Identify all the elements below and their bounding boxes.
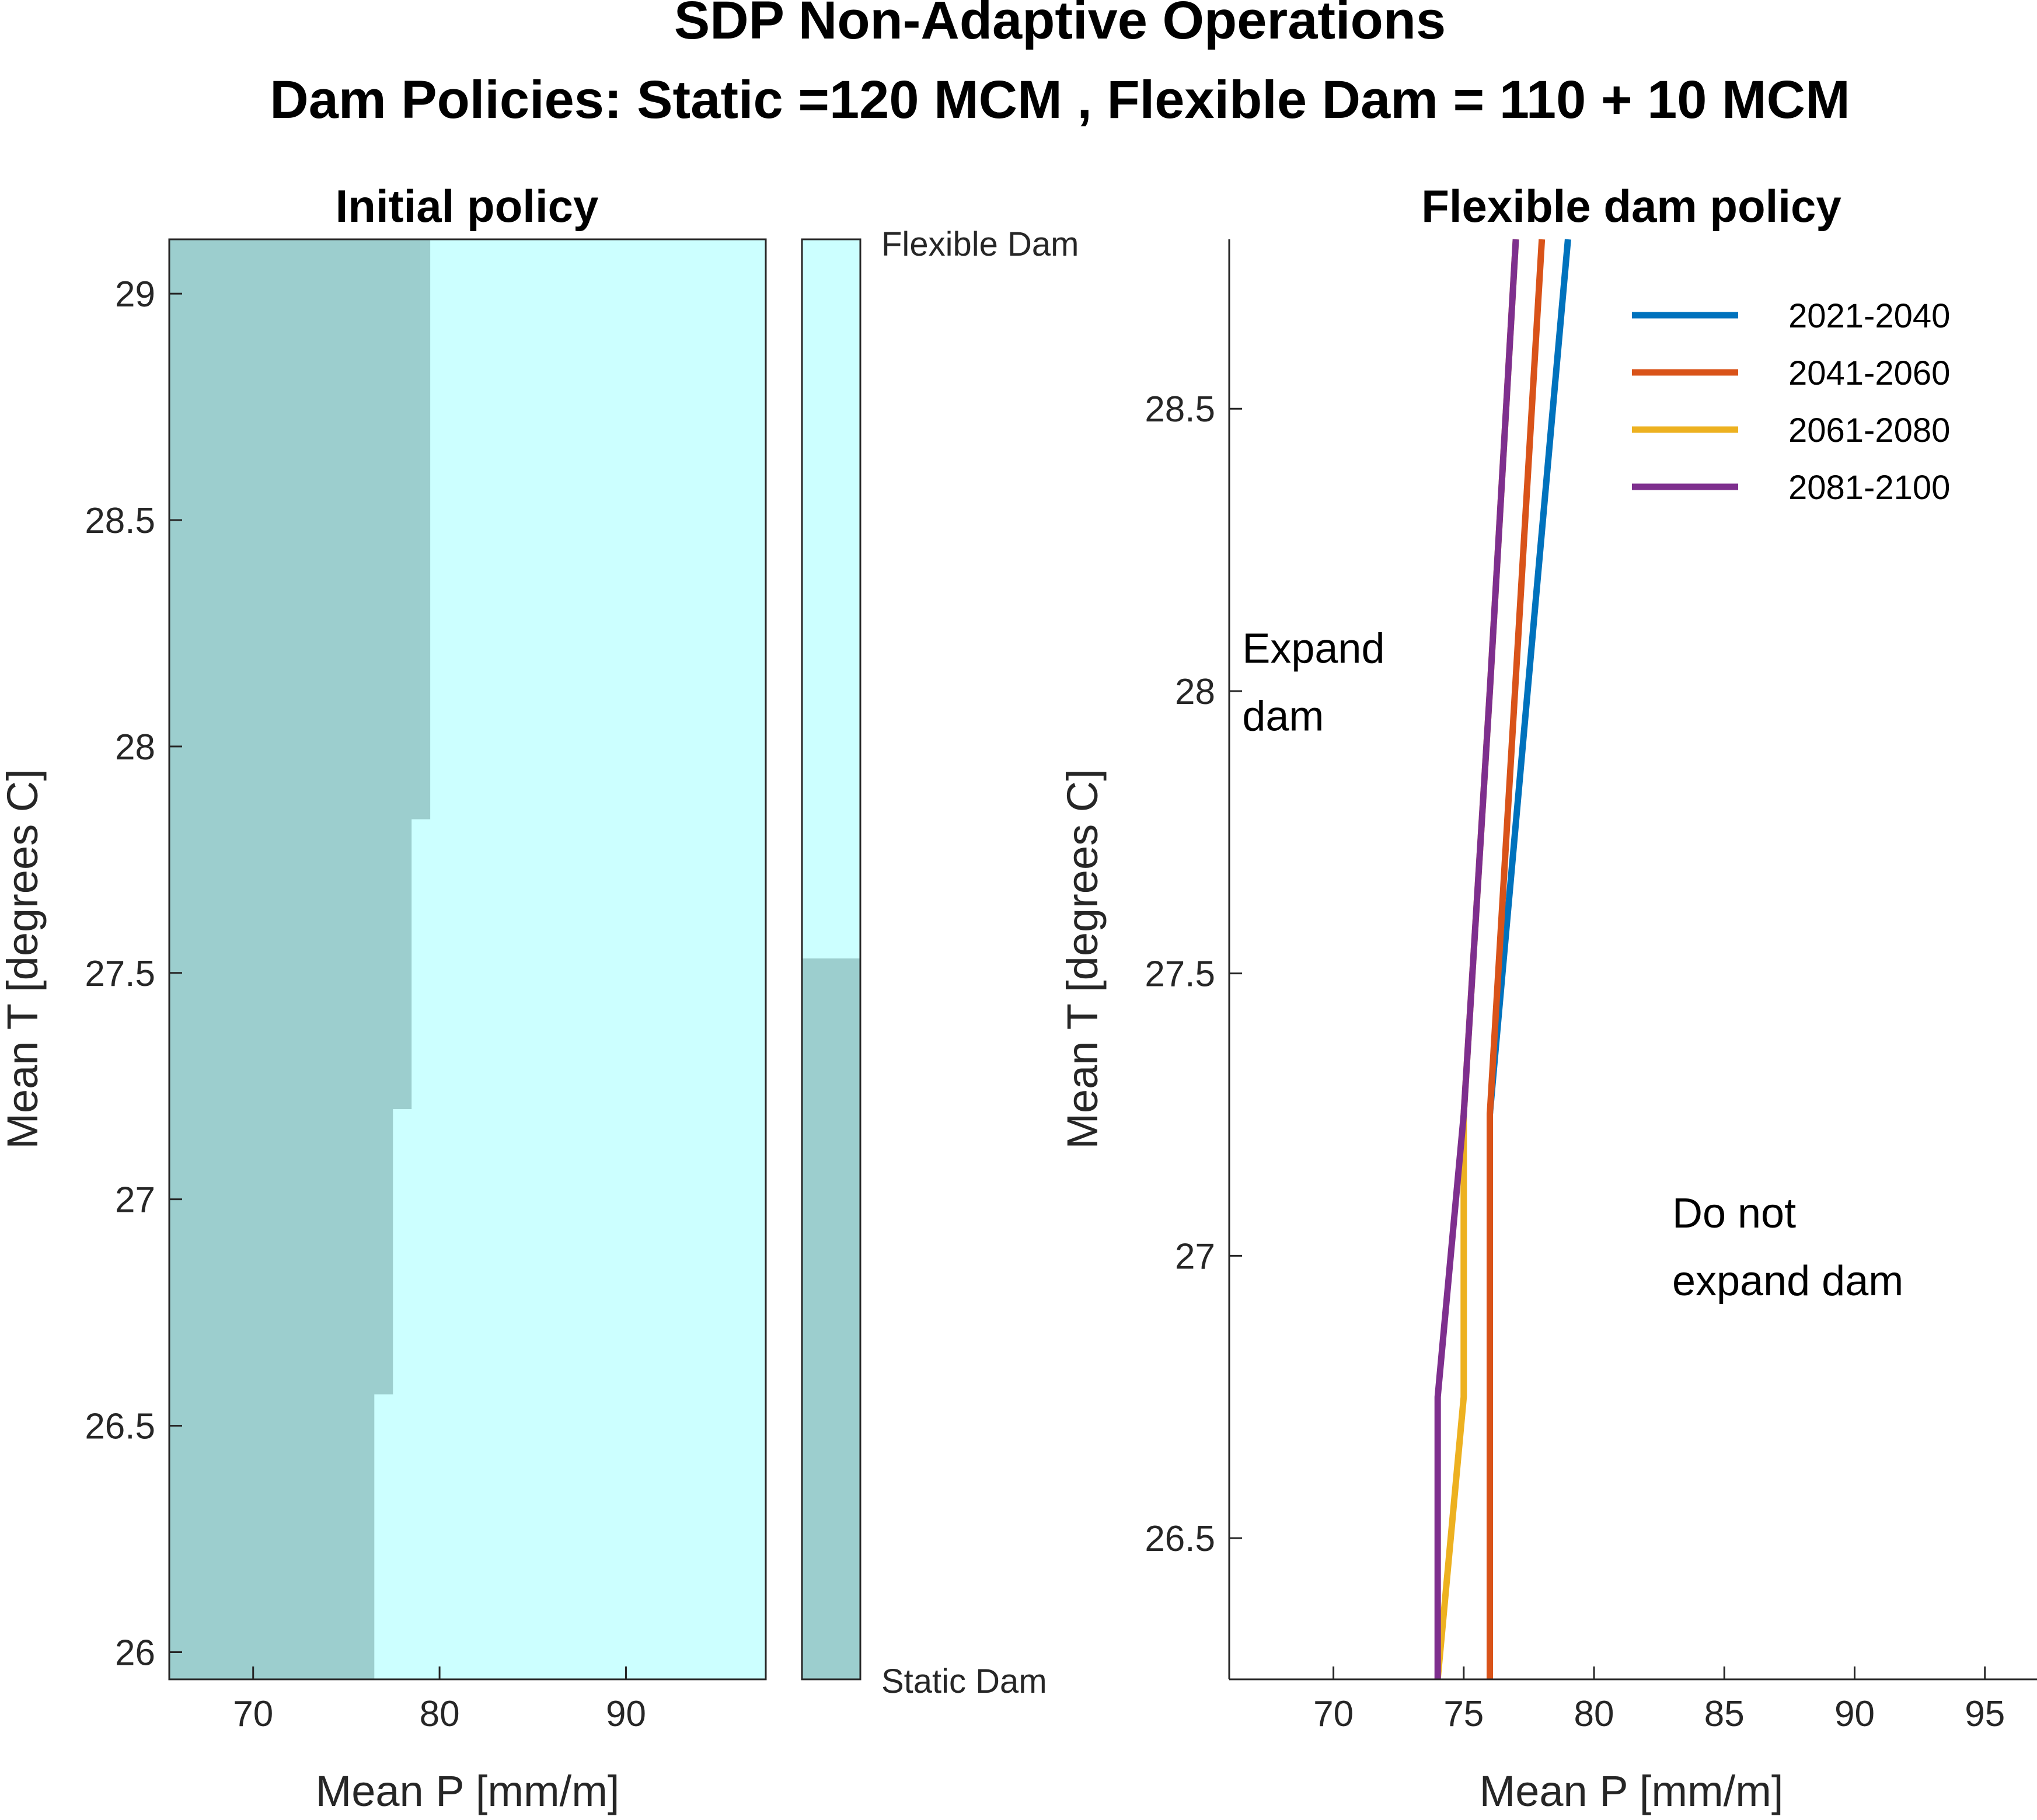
x-tick-label: 70 (233, 1694, 273, 1734)
region-annotation-1: Expand dam (1242, 626, 1384, 740)
initial-policy-frame (168, 238, 767, 1680)
initial-policy-panel: Initial policy 70 80 90 26 26.5 27 27.5 28 28.5… (0, 180, 767, 1815)
y-tick-label: 27 (115, 1180, 155, 1221)
initial-policy-y-label: Mean T [degrees C] (0, 769, 47, 1149)
y-tick-label: 29 (115, 274, 155, 315)
y-tick-label: 26 (115, 1633, 155, 1673)
flexible-policy-y-ticks: 26.5 27 27.5 28 28.5 (1145, 389, 1242, 1559)
policy-colorbar: Flexible Dam Static Dam (801, 225, 1079, 1700)
x-tick-label: 90 (1834, 1694, 1875, 1734)
flexible-policy-legend: 2021-2040 2041-2060 2061-2080 2081-2100 (1632, 297, 1950, 507)
static-dam-region-band-1 (169, 1394, 375, 1680)
legend-label-2061-2080: 2061-2080 (1788, 412, 1950, 449)
colorbar-bottom-label: Static Dam (881, 1662, 1047, 1700)
static-dam-region-band-2 (169, 1108, 393, 1394)
colorbar-frame (801, 238, 861, 1680)
y-tick-label: 27 (1175, 1236, 1215, 1277)
legend-label-2041-2060: 2041-2060 (1788, 354, 1950, 392)
x-tick-label: 95 (1965, 1694, 2005, 1734)
initial-policy-x-label: Mean P [mm/m] (316, 1767, 620, 1815)
y-tick-label: 26.5 (85, 1407, 155, 1447)
flexible-policy-x-label: Mean P [mm/m] (1480, 1767, 1784, 1815)
colorbar-top-label: Flexible Dam (881, 225, 1079, 263)
flexible-policy-annotations: Expand dam Do not expand dam (1242, 626, 1903, 1305)
flexible-policy-title: Flexible dam policy (1421, 180, 1841, 232)
legend-label-2081-2100: 2081-2100 (1788, 469, 1950, 507)
static-dam-region-band-4 (169, 239, 431, 820)
y-tick-label: 28.5 (85, 501, 155, 541)
region-annotation-2: Do not expand dam (1672, 1190, 1903, 1305)
series-line-2081-2100 (1434, 239, 1519, 1679)
colorbar-flexible-segment (802, 239, 860, 958)
initial-policy-y-ticks: 26 26.5 27 27.5 28 28.5 29 (85, 274, 182, 1673)
initial-policy-x-ticks: 70 80 90 (233, 1666, 646, 1734)
figure-title-line2: Dam Policies: Static =120 MCM , Flexible… (270, 70, 1850, 130)
x-tick-label: 70 (1313, 1694, 1354, 1734)
colorbar-static-segment (802, 958, 860, 1679)
x-tick-label: 80 (1574, 1694, 1614, 1734)
y-tick-label: 27.5 (1145, 954, 1215, 995)
x-tick-label: 75 (1443, 1694, 1484, 1734)
y-tick-label: 28 (1175, 672, 1215, 712)
initial-policy-title: Initial policy (336, 180, 599, 232)
x-tick-label: 85 (1704, 1694, 1745, 1734)
x-tick-label: 80 (420, 1694, 460, 1734)
y-tick-label: 28 (115, 727, 155, 768)
flexible-policy-lines (1434, 239, 1571, 1680)
x-tick-label: 90 (606, 1694, 646, 1734)
initial-policy-cells (169, 239, 766, 1680)
legend-label-2021-2040: 2021-2040 (1788, 297, 1950, 335)
flexible-policy-x-ticks: 70 75 80 85 90 95 (1313, 1666, 2005, 1734)
y-tick-label: 26.5 (1145, 1519, 1215, 1559)
flexible-policy-y-label: Mean T [degrees C] (1058, 769, 1107, 1149)
figure-title-line1: SDP Non-Adaptive Operations (674, 0, 1446, 50)
y-tick-label: 28.5 (1145, 389, 1215, 430)
series-line-2041-2060 (1487, 239, 1546, 1679)
y-tick-label: 27.5 (85, 954, 155, 994)
flexible-policy-panel: Flexible dam policy 70 75 80 85 90 95 26.5272… (1058, 180, 2037, 1815)
static-dam-region-band-3 (169, 819, 412, 1110)
